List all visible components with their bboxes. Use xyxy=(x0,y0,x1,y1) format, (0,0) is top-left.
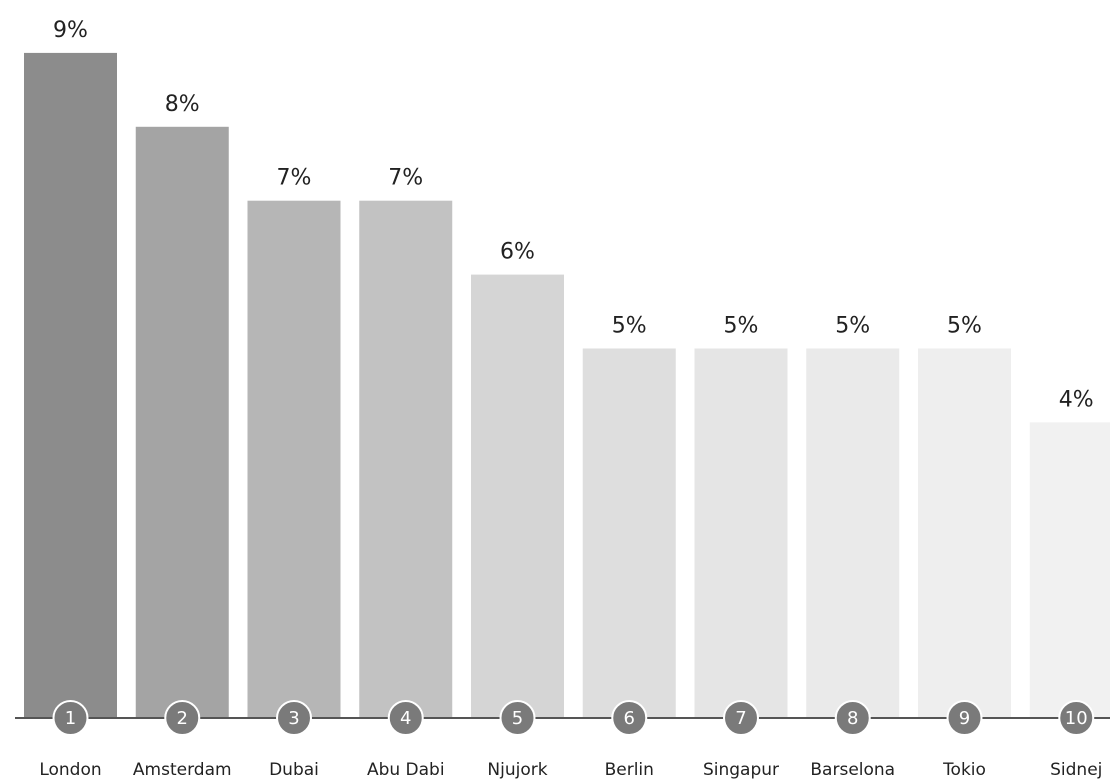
bar xyxy=(247,200,341,718)
x-tick-label: Barselona xyxy=(810,760,895,779)
value-label: 7% xyxy=(277,166,312,191)
value-label: 8% xyxy=(165,92,200,117)
bar xyxy=(24,52,117,718)
rank-badge xyxy=(611,700,648,736)
rank-badge xyxy=(387,700,424,736)
x-tick-label: Njujork xyxy=(487,760,547,779)
rank-number: 7 xyxy=(735,708,746,729)
rank-badge xyxy=(1058,700,1095,736)
rank-number: 3 xyxy=(288,708,299,729)
rank-badge xyxy=(499,700,536,736)
x-tick-label: Dubai xyxy=(269,760,319,779)
rank-badge xyxy=(164,700,201,736)
value-label: 5% xyxy=(947,314,982,339)
bar xyxy=(1029,422,1110,718)
x-tick-label: Abu Dabi xyxy=(367,760,445,779)
x-tick-label: Singapur xyxy=(703,760,779,779)
rank-number: 6 xyxy=(624,708,635,729)
rank-badge xyxy=(723,700,759,736)
value-label: 9% xyxy=(53,18,88,43)
rank-badge xyxy=(52,700,89,736)
rank-badge xyxy=(946,700,983,736)
bar xyxy=(135,126,229,719)
rank-number: 10 xyxy=(1065,708,1088,729)
rank-number: 4 xyxy=(400,708,411,729)
x-tick-label: Berlin xyxy=(605,760,654,779)
x-tick-label: London xyxy=(39,760,101,779)
bar xyxy=(359,200,453,718)
rank-number: 8 xyxy=(847,708,858,729)
value-label: 5% xyxy=(724,314,759,339)
value-label: 6% xyxy=(500,240,535,265)
rank-number: 5 xyxy=(512,708,523,729)
bar xyxy=(694,348,788,718)
value-label: 5% xyxy=(835,314,870,339)
bar xyxy=(471,274,564,718)
rank-number: 9 xyxy=(959,708,970,729)
bar xyxy=(582,348,676,718)
bar xyxy=(918,348,1011,718)
rank-badge xyxy=(834,700,871,736)
bar xyxy=(806,348,900,718)
value-label: 4% xyxy=(1059,387,1094,412)
x-tick-label: Tokio xyxy=(942,760,986,779)
x-tick-label: Amsterdam xyxy=(133,760,232,779)
rank-number: 1 xyxy=(65,708,76,729)
rank-badge xyxy=(276,700,312,736)
x-tick-label: Sidnej xyxy=(1050,760,1102,779)
value-label: 7% xyxy=(388,166,423,191)
value-label: 5% xyxy=(612,314,647,339)
rank-number: 2 xyxy=(177,708,188,729)
